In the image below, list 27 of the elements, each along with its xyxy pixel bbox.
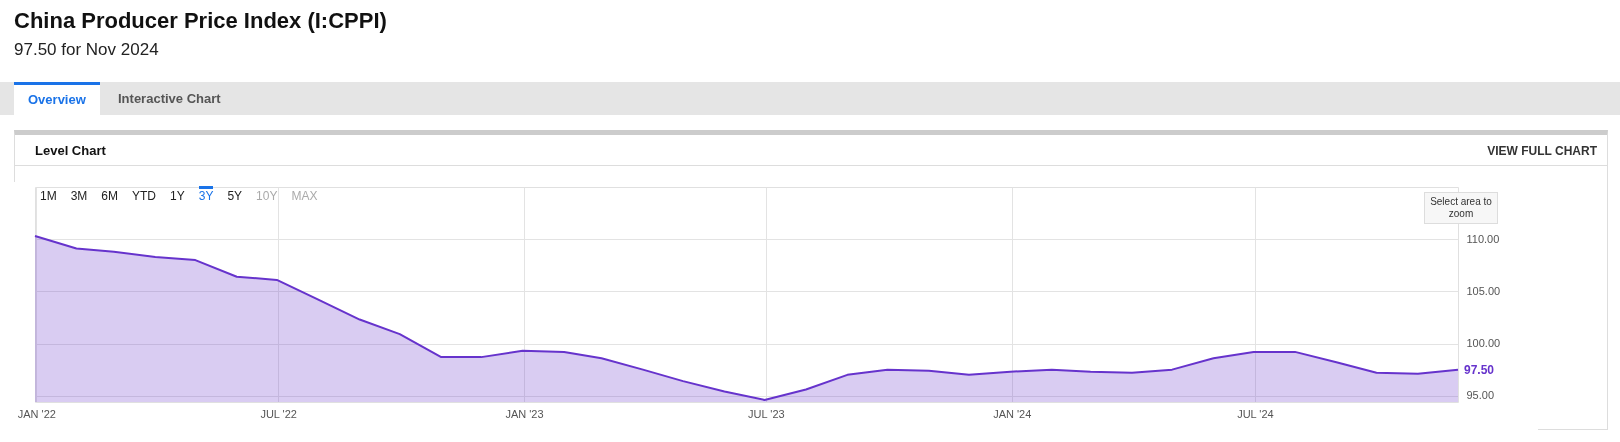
x-tick-label: JUL '22: [260, 407, 297, 420]
annotation: YTD: [132, 189, 157, 203]
y-tick-label: 95.00: [1466, 389, 1495, 402]
x-tick-label: JAN '24: [993, 407, 1032, 420]
y-tick-label: 100.00: [1466, 337, 1501, 350]
annotation: 5Y: [227, 189, 243, 203]
x-tick-label: JAN '23: [505, 407, 544, 420]
annotation: 3M: [70, 189, 88, 203]
annotation: 1Y: [170, 189, 185, 203]
text: Interactive Chart: [117, 90, 222, 108]
annotation: 6M: [101, 189, 119, 203]
x-tick-label: JUL '24: [1237, 407, 1274, 420]
text: Level Chart: [35, 143, 106, 158]
y-tick-label: 105.00: [1466, 284, 1501, 297]
data-label: 97.50: [1464, 362, 1495, 377]
annotation: Select area to zoom: [1424, 192, 1498, 224]
annotation: 1M: [40, 189, 57, 203]
text: VIEW FULL CHART: [1487, 144, 1597, 158]
chart-subtitle: 97.50 for Nov 2024: [14, 40, 159, 60]
annotation: 3Y: [198, 186, 214, 203]
annotation: MAX: [291, 189, 318, 203]
chart-title: China Producer Price Index (I:CPPI): [14, 8, 387, 34]
x-tick-label: JUL '23: [748, 407, 785, 420]
x-tick-label: JAN '22: [17, 407, 56, 420]
y-tick-label: 110.00: [1466, 232, 1500, 245]
text: Overview: [14, 82, 100, 118]
annotation: 10Y: [256, 189, 278, 203]
